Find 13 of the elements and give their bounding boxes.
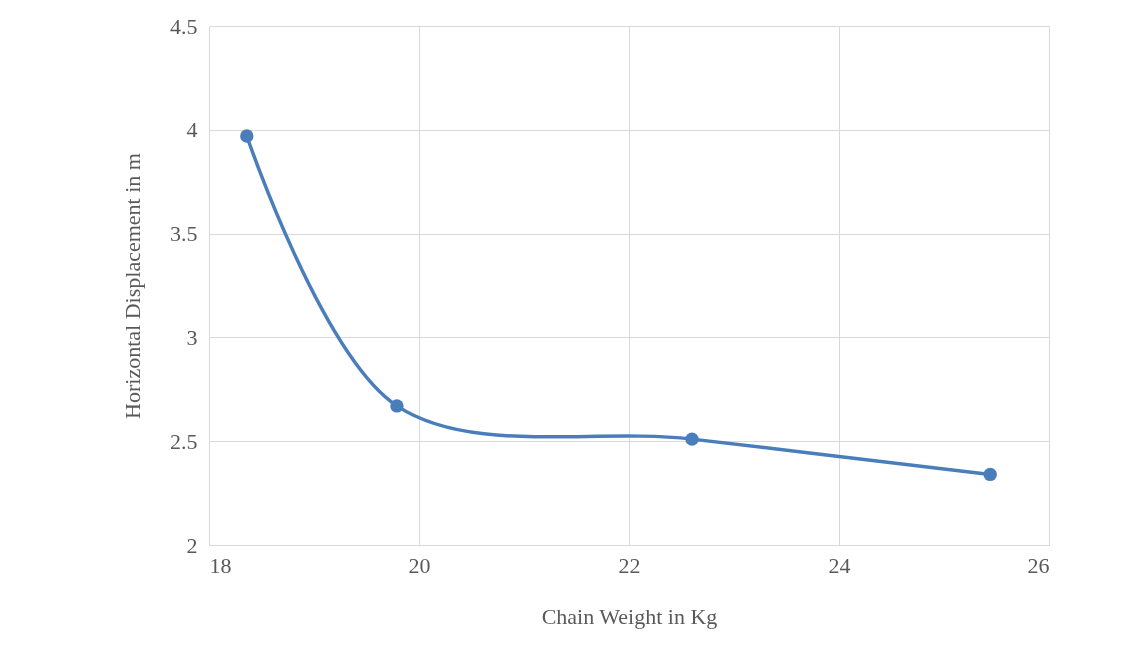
y-tick-label: 4 <box>186 117 198 143</box>
x-axis-title: Chain Weight in Kg <box>541 603 718 629</box>
y-tick-label: 2.5 <box>170 428 198 454</box>
x-tick-label: 26 <box>1027 552 1050 578</box>
x-tick-label: 18 <box>209 552 232 578</box>
y-tick-label: 3 <box>186 324 198 350</box>
y-tick-label: 2 <box>186 532 198 558</box>
x-tick-label: 22 <box>618 552 641 578</box>
y-tick-label: 4.5 <box>170 13 198 39</box>
y-tick-label: 3.5 <box>170 221 198 247</box>
y-axis-title: Horizontal Displacement in m <box>120 153 145 419</box>
x-tick-label: 20 <box>408 552 431 578</box>
x-tick-label: 24 <box>828 552 851 578</box>
